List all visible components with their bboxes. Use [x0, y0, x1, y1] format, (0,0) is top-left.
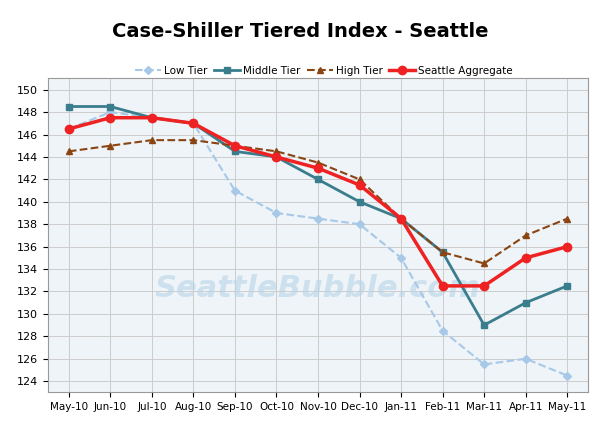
Middle Tier	[397, 216, 404, 221]
Low Tier	[439, 328, 446, 334]
Low Tier	[522, 356, 529, 361]
Line: High Tier: High Tier	[65, 136, 571, 267]
High Tier	[148, 137, 155, 143]
Seattle Aggregate	[273, 154, 280, 160]
Middle Tier	[439, 250, 446, 255]
High Tier	[563, 216, 571, 221]
Seattle Aggregate	[439, 283, 446, 289]
Legend: Low Tier, Middle Tier, High Tier, Seattle Aggregate: Low Tier, Middle Tier, High Tier, Seattl…	[131, 62, 517, 80]
High Tier	[439, 250, 446, 255]
Low Tier	[481, 362, 488, 367]
Low Tier	[397, 255, 404, 260]
Line: Middle Tier: Middle Tier	[65, 103, 571, 329]
Middle Tier	[190, 121, 197, 126]
Low Tier	[314, 216, 322, 221]
Middle Tier	[522, 300, 529, 305]
Middle Tier	[232, 149, 239, 154]
Middle Tier	[356, 199, 363, 204]
High Tier	[522, 233, 529, 238]
Seattle Aggregate	[148, 115, 155, 120]
Line: Low Tier: Low Tier	[66, 109, 570, 378]
Low Tier	[232, 188, 239, 193]
Middle Tier	[314, 177, 322, 182]
High Tier	[232, 143, 239, 148]
Seattle Aggregate	[314, 166, 322, 171]
Seattle Aggregate	[232, 143, 239, 148]
High Tier	[356, 177, 363, 182]
Low Tier	[190, 121, 197, 126]
Middle Tier	[148, 115, 155, 120]
Seattle Aggregate	[563, 244, 571, 249]
High Tier	[65, 149, 73, 154]
Middle Tier	[107, 104, 114, 109]
Low Tier	[356, 221, 363, 227]
Seattle Aggregate	[481, 283, 488, 289]
Middle Tier	[273, 154, 280, 160]
Middle Tier	[481, 323, 488, 328]
Middle Tier	[563, 283, 571, 289]
Text: Case-Shiller Tiered Index - Seattle: Case-Shiller Tiered Index - Seattle	[112, 22, 488, 41]
Middle Tier	[65, 104, 73, 109]
Seattle Aggregate	[107, 115, 114, 120]
Low Tier	[65, 126, 73, 132]
High Tier	[314, 160, 322, 165]
Low Tier	[148, 115, 155, 120]
Seattle Aggregate	[190, 121, 197, 126]
Low Tier	[563, 373, 571, 378]
Low Tier	[273, 211, 280, 216]
Low Tier	[107, 109, 114, 115]
Seattle Aggregate	[65, 126, 73, 132]
Seattle Aggregate	[522, 255, 529, 260]
High Tier	[273, 149, 280, 154]
High Tier	[107, 143, 114, 148]
High Tier	[397, 216, 404, 221]
High Tier	[481, 261, 488, 266]
Seattle Aggregate	[397, 216, 404, 221]
Seattle Aggregate	[356, 182, 363, 187]
High Tier	[190, 137, 197, 143]
Text: SeattleBubble.com: SeattleBubble.com	[155, 274, 481, 303]
Line: Seattle Aggregate: Seattle Aggregate	[65, 113, 571, 290]
